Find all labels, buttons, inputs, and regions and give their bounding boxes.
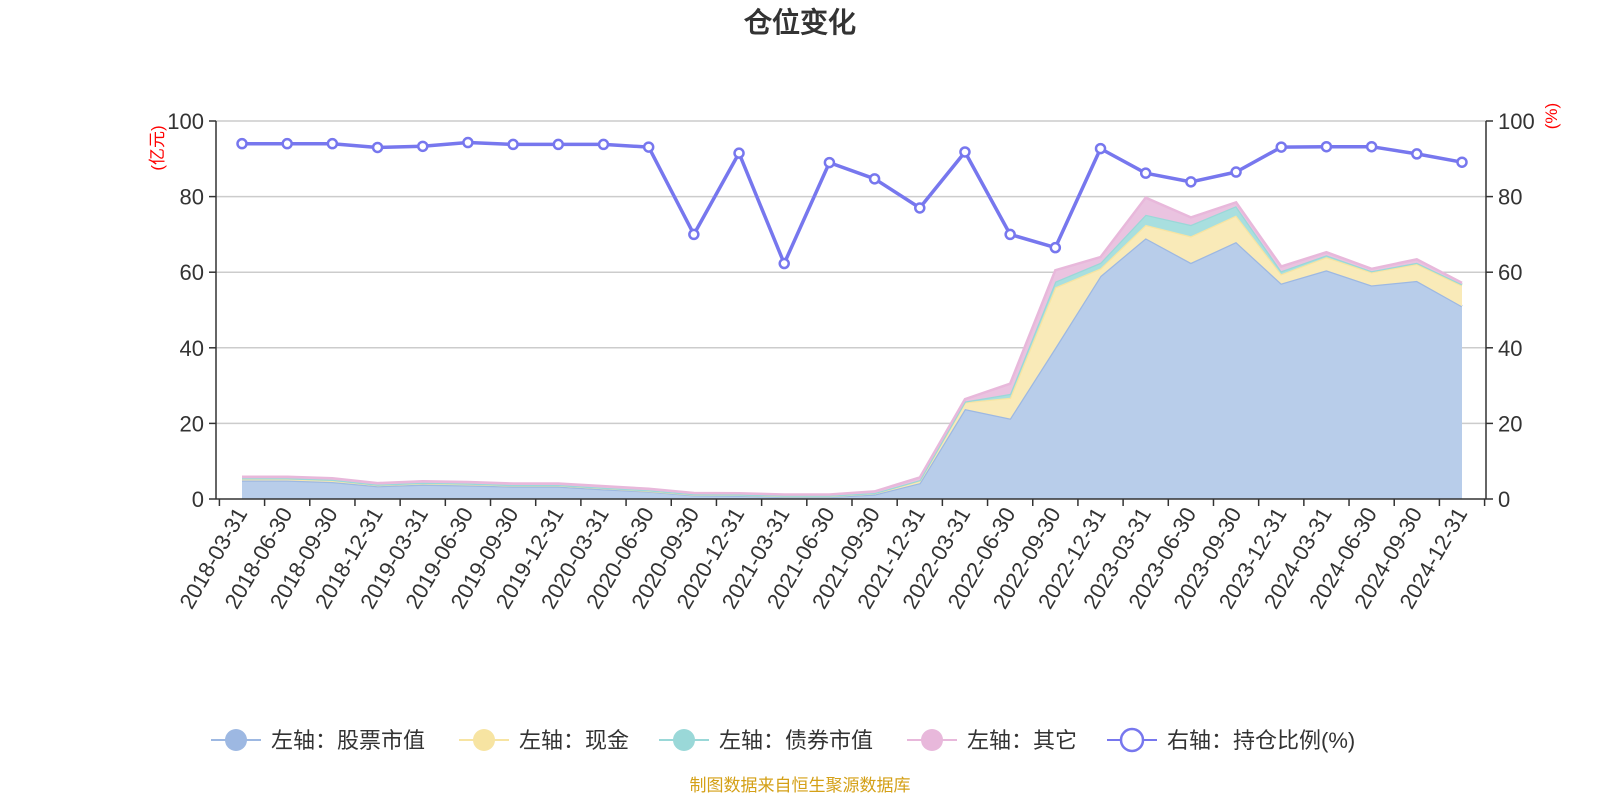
right-tick-label: 60: [1498, 260, 1522, 285]
left-tick-label: 40: [180, 336, 204, 361]
right-tick-label: 0: [1498, 487, 1510, 512]
holding-ratio-point: [326, 137, 339, 150]
holding-ratio-point: [552, 138, 565, 151]
holding-ratio-point: [1004, 228, 1016, 241]
legend-label: 左轴：现金: [519, 728, 629, 753]
left-tick-label: 100: [167, 109, 204, 134]
holding-ratio-point: [733, 147, 745, 159]
legend-label: 左轴：债券市值: [719, 728, 873, 753]
left-tick-label: 20: [180, 411, 204, 436]
holding-ratio-point: [914, 202, 926, 214]
legend-item: 左轴：债券市值: [659, 728, 873, 753]
right-tick-label: 80: [1498, 185, 1522, 210]
x-axis-ticks: 2018-03-312018-06-302018-09-302018-12-31…: [174, 503, 1472, 613]
legend-label: 右轴：持仓比例(%): [1167, 728, 1355, 753]
legend-marker: [225, 729, 247, 751]
left-axis-ticks: 0 20 40 60 80 100: [167, 109, 216, 512]
legend-item: 左轴：现金: [459, 728, 629, 753]
holding-ratio-point: [1230, 166, 1242, 178]
holding-ratio-point: [688, 228, 700, 241]
holding-ratio-point: [236, 137, 248, 150]
holding-ratio-point: [597, 138, 610, 151]
legend-item: 右轴：持仓比例(%): [1107, 727, 1355, 753]
holding-ratio-point: [1139, 167, 1152, 179]
axes: [215, 121, 1487, 506]
left-axis-unit: (亿元): [148, 125, 167, 170]
holding-ratio-point: [1094, 142, 1107, 155]
legend-marker: [1119, 727, 1145, 753]
legend-label: 左轴：股票市值: [271, 728, 425, 753]
legend-item: 左轴：股票市值: [211, 728, 425, 753]
holding-ratio-point: [868, 173, 881, 185]
legend-marker: [473, 729, 495, 751]
left-tick-label: 0: [192, 487, 204, 512]
stacked-areas: [242, 196, 1463, 499]
legend-marker: [673, 729, 695, 751]
holding-ratio-point: [823, 156, 836, 169]
holding-ratio-point: [371, 141, 384, 154]
holding-ratio-point: [507, 138, 519, 151]
holding-ratio-path: [242, 140, 1463, 266]
right-axis-unit: (%): [1542, 103, 1561, 129]
holding-ratio-point: [462, 136, 474, 149]
area-左轴：股票市值: [242, 238, 1462, 499]
holding-ratio-point: [959, 146, 971, 158]
left-tick-label: 60: [180, 260, 204, 285]
holding-ratio-point: [1411, 148, 1423, 160]
right-tick-label: 20: [1498, 411, 1522, 436]
legend-item: 左轴：其它: [907, 728, 1077, 753]
legend: 左轴：股票市值 左轴：现金 左轴：债券市值 左轴：其它 右轴：持仓比例(%): [211, 727, 1355, 753]
legend-marker: [921, 729, 943, 751]
holding-ratio-point: [1275, 141, 1288, 153]
holding-ratio-point: [642, 141, 655, 153]
right-tick-label: 40: [1498, 336, 1522, 361]
right-tick-label: 100: [1498, 109, 1535, 134]
right-axis-ticks: 0 20 40 60 80 100: [1486, 109, 1535, 512]
holding-ratio-point: [1365, 140, 1378, 153]
holding-ratio-point: [281, 137, 293, 150]
holding-ratio-point: [1456, 156, 1468, 168]
holding-ratio-point: [778, 257, 790, 270]
holding-ratio-point: [1320, 140, 1333, 153]
holding-ratio-point: [1049, 241, 1062, 254]
data-source: 制图数据来自恒生聚源数据库: [690, 776, 911, 795]
legend-label: 左轴：其它: [967, 728, 1077, 753]
chart-title: 仓位变化: [744, 6, 856, 38]
left-tick-label: 80: [180, 185, 204, 210]
holding-ratio-point: [1185, 176, 1197, 188]
area-edge-左轴：其它: [242, 196, 1463, 496]
holding-ratio-point: [416, 140, 429, 153]
holding-ratio-line: [236, 136, 1468, 270]
